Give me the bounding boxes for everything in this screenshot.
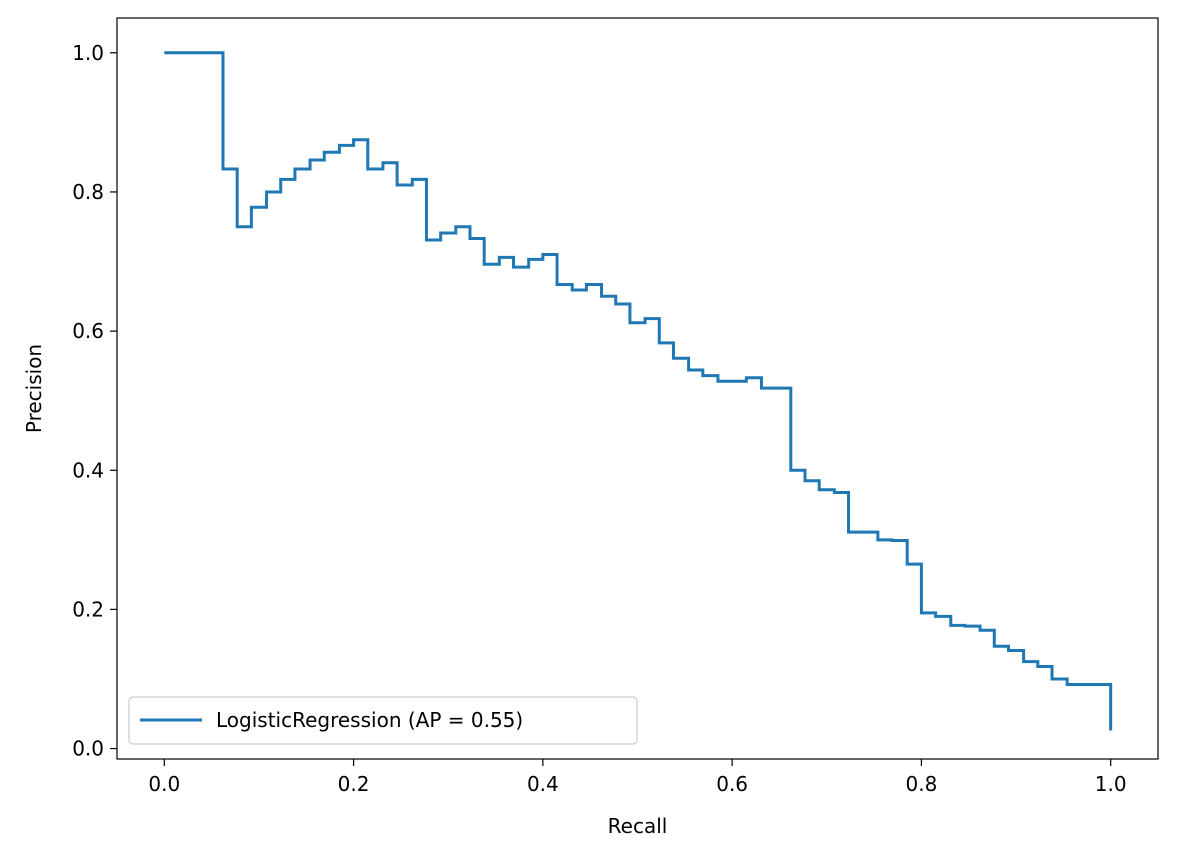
x-axis-ticks: 0.0 0.2 0.4 0.6 0.8 1.0: [148, 759, 1127, 796]
y-tick-label: 0.2: [72, 597, 104, 621]
x-tick-label: 0.6: [716, 772, 748, 796]
y-tick-label: 0.8: [72, 180, 104, 204]
series-layer: [164, 51, 1113, 731]
legend-box: [128, 696, 638, 745]
y-tick-label: 0.0: [72, 737, 104, 761]
x-tick-label: 1.0: [1095, 772, 1127, 796]
plot-area: [116, 17, 1159, 760]
x-axis-label: Recall: [608, 814, 668, 838]
x-tick-label: 0.0: [148, 772, 180, 796]
x-tick-label: 0.8: [906, 772, 938, 796]
y-axis-ticks: 0.0 0.2 0.4 0.6 0.8 1.0: [72, 41, 117, 761]
y-tick-label: 0.4: [72, 458, 104, 482]
legend-label: LogisticRegression (AP = 0.55): [216, 708, 523, 732]
axes-frame: [116, 17, 1159, 760]
y-tick-label: 1.0: [72, 41, 104, 65]
x-tick-label: 0.4: [527, 772, 559, 796]
y-axis-label: Precision: [22, 344, 46, 433]
legend: LogisticRegression (AP = 0.55): [128, 696, 638, 745]
series-line-0: [164, 51, 1113, 731]
y-tick-label: 0.6: [72, 319, 104, 343]
x-tick-label: 0.2: [338, 772, 370, 796]
